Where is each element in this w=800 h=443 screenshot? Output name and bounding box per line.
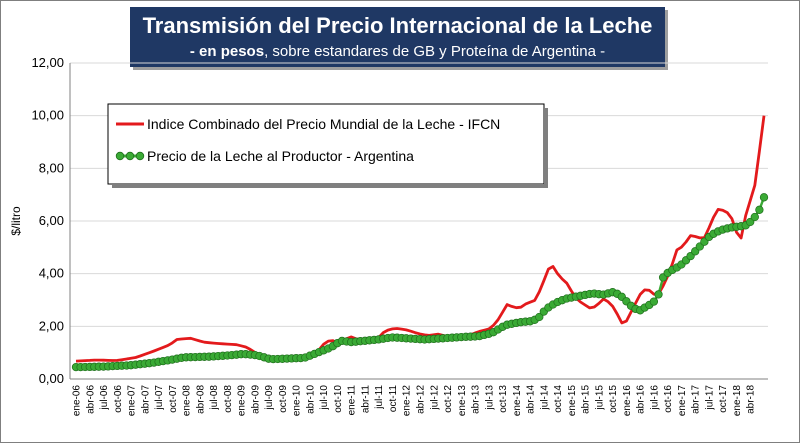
data-point-argentina — [750, 212, 759, 222]
x-tick-label: jul-08 — [209, 385, 220, 411]
x-tick-label: abr-15 — [581, 385, 592, 414]
x-tick-label: ene-08 — [182, 385, 193, 417]
x-tick-label: abr-11 — [360, 385, 371, 414]
x-tick-label: abr-17 — [691, 385, 702, 414]
y-axis-label: $/litro — [9, 206, 23, 236]
x-tick-label: jul-12 — [429, 385, 440, 411]
x-tick-label: abr-08 — [195, 385, 206, 414]
x-tick-label: oct-15 — [608, 385, 619, 413]
x-tick-label: oct-12 — [443, 385, 454, 413]
y-tick-label: 4,00 — [39, 266, 64, 281]
legend-marker-argentina-1 — [115, 151, 125, 161]
x-tick-label: ene-18 — [732, 385, 743, 417]
data-point-argentina — [759, 193, 769, 202]
x-tick-labels: ene-06 abr-06 jul-06 oct-06 ene-07 abr-07 jul-… — [72, 385, 757, 417]
x-tick-label: oct-08 — [223, 385, 234, 413]
x-tick-label: oct-17 — [718, 385, 729, 413]
x-tick-label: oct-06 — [113, 385, 124, 413]
x-tick-label: jul-09 — [264, 385, 275, 411]
data-point-argentina — [535, 312, 544, 322]
x-tick-label: jul-11 — [374, 385, 385, 410]
x-tick-label: abr-07 — [140, 385, 151, 414]
x-tick-label: abr-10 — [305, 385, 316, 414]
legend-box — [107, 103, 545, 185]
legend: Indice Combinado del Precio Mundial de l… — [107, 103, 548, 188]
x-tick-label: ene-11 — [347, 385, 358, 416]
y-tick-label: 6,00 — [39, 213, 64, 228]
legend-shadow — [112, 184, 548, 188]
x-tick-label: abr-18 — [746, 385, 757, 414]
x-tick-label: ene-15 — [567, 385, 578, 417]
x-tick-label: jul-16 — [649, 385, 660, 411]
x-tick-label: oct-07 — [168, 385, 179, 413]
x-tick-label: oct-13 — [498, 385, 509, 413]
legend-shadow-side — [544, 108, 548, 188]
x-tick-label: ene-17 — [677, 385, 688, 417]
y-tick-label: 0,00 — [39, 371, 64, 386]
y-tick-label: 12,00 — [31, 55, 64, 70]
chart-subtitle-bold: - en pesos — [189, 43, 265, 60]
x-tick-label: ene-13 — [457, 385, 468, 417]
x-tick-label: oct-16 — [663, 385, 674, 413]
x-tick-label: oct-10 — [333, 385, 344, 413]
y-tick-label: 10,00 — [31, 108, 64, 123]
axes — [69, 63, 768, 380]
x-tick-label: jul-17 — [704, 385, 715, 411]
x-tick-label: jul-10 — [319, 385, 330, 411]
x-tick-label: ene-14 — [512, 385, 523, 417]
x-tick-label: abr-09 — [250, 385, 261, 414]
x-tick-label: ene-10 — [292, 385, 303, 417]
x-tick-label: ene-09 — [237, 385, 248, 417]
data-point-argentina — [654, 290, 663, 299]
chart-subtitle-rest: , sobre estandares de GB y Proteína de A… — [264, 43, 606, 60]
y-tick-label: 8,00 — [39, 160, 64, 175]
x-tick-label: abr-14 — [526, 385, 537, 414]
x-tick-label: jul-07 — [154, 385, 165, 411]
title-box: Transmisión del Precio Internacional de … — [130, 7, 665, 67]
legend-marker-argentina-3 — [135, 151, 145, 161]
chart-title: Transmisión del Precio Internacional de … — [142, 13, 653, 38]
chart-subtitle: - en pesos, sobre estandares de GB y Pro… — [130, 43, 665, 60]
series-layer — [71, 115, 769, 372]
legend-marker-argentina-2 — [125, 151, 135, 161]
x-tick-label: jul-13 — [484, 385, 495, 411]
legend-label-argentina: Precio de la Leche al Productor - Argent… — [147, 148, 414, 164]
x-tick-label: ene-12 — [402, 385, 413, 417]
x-tick-label: abr-16 — [636, 385, 647, 414]
x-tick-label: abr-13 — [471, 385, 482, 414]
x-tick-label: ene-06 — [72, 385, 83, 417]
y-tick-label: 2,00 — [39, 318, 64, 333]
x-tick-label: oct-09 — [278, 385, 289, 413]
series-line-ifcn — [75, 115, 766, 363]
x-tick-label: abr-06 — [85, 385, 96, 414]
legend-label-ifcn: Indice Combinado del Precio Mundial de l… — [147, 116, 500, 132]
x-tick-label: ene-16 — [622, 385, 633, 417]
x-tick-label: ene-07 — [127, 385, 138, 417]
y-tick-labels: 0,00 2,00 4,00 6,00 8,00 10,00 12,00 — [31, 55, 64, 386]
data-point-argentina — [649, 297, 659, 306]
x-tick-label: abr-12 — [416, 385, 427, 414]
x-tick-label: jul-15 — [594, 385, 605, 411]
x-tick-label: jul-14 — [539, 385, 550, 411]
x-tick-label: jul-06 — [99, 385, 110, 411]
x-tick-label: oct-14 — [553, 385, 564, 413]
x-tick-label: oct-11 — [388, 385, 399, 412]
data-point-argentina — [755, 205, 764, 214]
